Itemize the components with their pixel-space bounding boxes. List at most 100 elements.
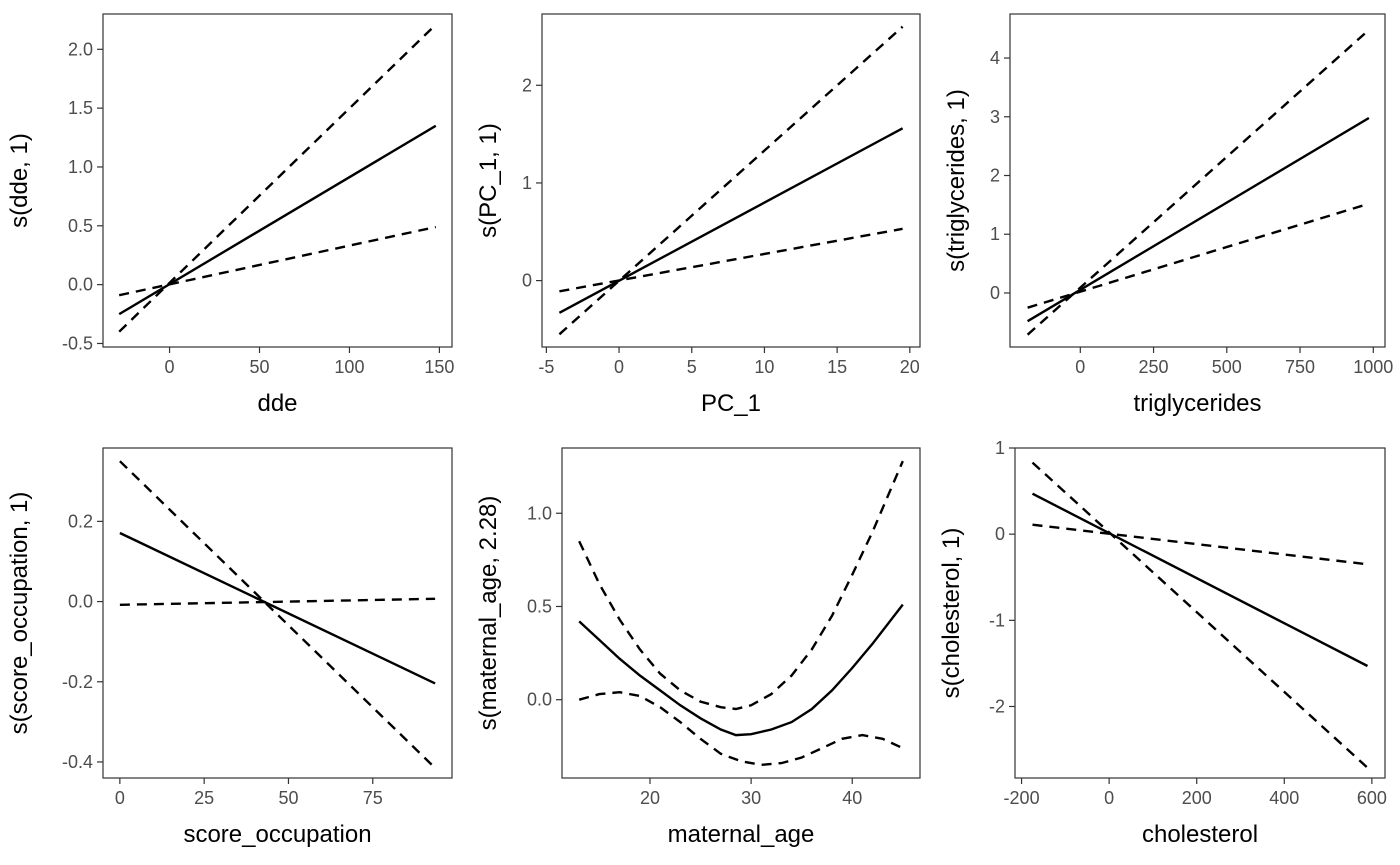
y-tick-label: 1 — [522, 173, 532, 193]
x-tick-label: 750 — [1285, 357, 1315, 377]
panel-3: 0 250 500 750 1000 0 1 2 3 4 triglycerides s(trigly… — [943, 13, 1393, 417]
y-tick-label: 0.0 — [527, 690, 552, 710]
confidence-band-line — [119, 597, 436, 606]
y-tick-label: 1.0 — [527, 503, 552, 523]
y-axis-label: s(maternal_age, 2.28) — [475, 496, 502, 731]
x-tick-label: 0 — [115, 788, 125, 808]
x-tick-label: 0 — [1104, 788, 1114, 808]
y-tick-label: 0 — [995, 524, 1005, 544]
confidence-band-line — [119, 460, 436, 769]
x-axis-label: triglycerides — [1133, 390, 1261, 417]
smooth-fit-line — [1031, 492, 1369, 668]
x-tick-label: 20 — [900, 357, 920, 377]
y-tick-label: 0.5 — [68, 216, 93, 236]
x-axis-label: maternal_age — [668, 821, 815, 848]
x-tick-label: 100 — [334, 357, 364, 377]
x-tick-label: 20 — [640, 788, 660, 808]
smooth-fit-line — [578, 603, 904, 737]
y-tick-label: 0 — [990, 283, 1000, 303]
series-group — [578, 460, 904, 767]
y-axis-label: s(score_occupation, 1) — [6, 492, 33, 735]
confidence-band-line — [1032, 523, 1368, 566]
panel-6: -200 0 200 400 600 -2 -1 0 1 cholesterol s(cholest… — [938, 438, 1387, 848]
confidence-band-line — [1031, 461, 1369, 769]
x-axis-label: cholesterol — [1142, 821, 1258, 848]
y-tick-label: 1.5 — [68, 98, 93, 118]
y-axis-label: s(PC_1, 1) — [475, 123, 502, 238]
smooth-fit-line — [119, 531, 436, 685]
y-tick-label: 1.0 — [68, 157, 93, 177]
confidence-band-line — [118, 225, 437, 297]
series-group — [1031, 461, 1369, 769]
x-tick-label: -200 — [1004, 788, 1040, 808]
series-group — [118, 23, 437, 333]
x-axis-label: PC_1 — [701, 390, 761, 417]
y-tick-label: 2 — [522, 75, 532, 95]
x-tick-label: 50 — [278, 788, 298, 808]
panel-4: 0 25 50 75 -0.4 -0.2 0.0 0.2 score_occupation s(s… — [6, 447, 453, 848]
x-tick-label: 400 — [1269, 788, 1299, 808]
x-tick-label: 0 — [1075, 357, 1085, 377]
x-tick-label: 200 — [1182, 788, 1212, 808]
y-tick-label: 0 — [522, 271, 532, 291]
x-tick-label: 5 — [687, 357, 697, 377]
x-tick-label: 250 — [1139, 357, 1169, 377]
confidence-band-line — [559, 227, 903, 293]
x-tick-label: 30 — [741, 788, 761, 808]
smooth-fit-line — [118, 124, 437, 316]
series-group — [1026, 29, 1370, 336]
confidence-band-line — [578, 690, 904, 767]
panel-frame — [1014, 447, 1386, 779]
x-axis-label: dde — [257, 390, 297, 417]
confidence-band-line — [578, 460, 904, 711]
smooth-fit-line — [558, 127, 904, 314]
y-tick-label: -0.5 — [62, 333, 93, 353]
x-tick-label: 25 — [194, 788, 214, 808]
confidence-band-line — [1027, 202, 1370, 309]
series-group — [558, 25, 904, 336]
x-tick-label: 600 — [1357, 788, 1387, 808]
x-tick-label: -5 — [538, 357, 554, 377]
x-tick-label: 40 — [842, 788, 862, 808]
y-tick-label: 2.0 — [68, 39, 93, 59]
x-tick-label: 150 — [424, 357, 454, 377]
panel-frame — [541, 13, 921, 348]
x-tick-label: 10 — [754, 357, 774, 377]
panel-5: 20 30 40 0.0 0.5 1.0 maternal_age s(maternal_ag… — [475, 447, 921, 848]
confidence-band-line — [118, 23, 437, 333]
y-tick-label: 1 — [995, 438, 1005, 458]
y-tick-label: 0.0 — [68, 275, 93, 295]
x-tick-label: 500 — [1212, 357, 1242, 377]
y-tick-label: -1 — [989, 610, 1005, 630]
y-axis-label: s(cholesterol, 1) — [938, 528, 965, 699]
panel-frame — [561, 447, 921, 779]
x-tick-label: 0 — [165, 357, 175, 377]
x-tick-label: 0 — [614, 357, 624, 377]
y-tick-label: 0.0 — [68, 592, 93, 612]
y-tick-label: 1 — [990, 224, 1000, 244]
smooth-fit-line — [1026, 116, 1370, 323]
y-tick-label: -0.4 — [62, 752, 93, 772]
y-axis-label: s(triglycerides, 1) — [943, 89, 970, 272]
x-tick-label: 50 — [249, 357, 269, 377]
x-tick-label: 75 — [363, 788, 383, 808]
confidence-band-line — [558, 25, 904, 336]
panel-frame — [102, 447, 453, 779]
panel-2: -5 0 5 10 15 20 0 1 2 PC_1 s(PC_1, 1) — [475, 13, 921, 417]
y-tick-label: -0.2 — [62, 672, 93, 692]
y-tick-label: 2 — [990, 166, 1000, 186]
y-tick-label: 3 — [990, 107, 1000, 127]
y-axis-label: s(dde, 1) — [6, 133, 33, 228]
y-tick-label: 4 — [990, 48, 1000, 68]
panel-frame — [102, 13, 453, 348]
y-tick-label: -2 — [989, 696, 1005, 716]
series-group — [119, 460, 436, 769]
confidence-band-line — [1026, 29, 1370, 336]
y-tick-label: 0.5 — [527, 596, 552, 616]
panel-frame — [1009, 13, 1386, 348]
x-tick-label: 1000 — [1353, 357, 1393, 377]
panel-1: 0 50 100 150 -0.5 0.0 0.5 1.0 1.5 2.0 dde s(dde, 1) — [6, 13, 454, 417]
x-axis-label: score_occupation — [183, 821, 371, 848]
y-tick-label: 0.2 — [68, 511, 93, 531]
